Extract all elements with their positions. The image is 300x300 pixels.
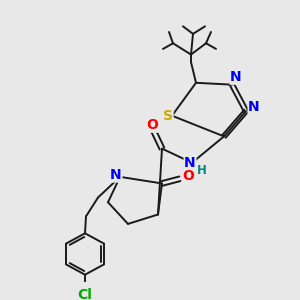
Text: N: N xyxy=(184,156,196,170)
Text: N: N xyxy=(230,70,242,84)
Text: N: N xyxy=(110,168,122,182)
Text: S: S xyxy=(163,109,173,123)
Text: O: O xyxy=(182,169,194,183)
Text: N: N xyxy=(248,100,260,114)
Text: H: H xyxy=(197,164,207,177)
Text: Cl: Cl xyxy=(78,288,92,300)
Text: O: O xyxy=(146,118,158,132)
